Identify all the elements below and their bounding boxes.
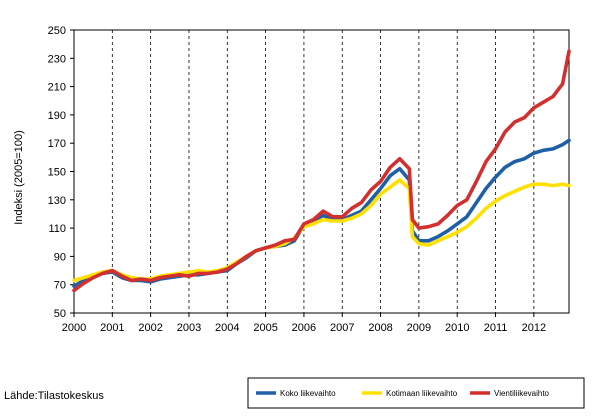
y-axis-label: Indeksi (2005=100) [13, 130, 25, 224]
x-tick-label: 2007 [330, 322, 354, 334]
legend-box [247, 377, 585, 409]
y-tick-label: 130 [48, 195, 66, 207]
x-tick-label: 2001 [100, 322, 124, 334]
x-tick-label: 2000 [62, 322, 86, 334]
y-tick-label: 170 [48, 138, 66, 150]
y-tick-label: 110 [48, 223, 66, 235]
x-tick-label: 2004 [215, 322, 239, 334]
y-tick-label: 50 [54, 308, 66, 320]
legend-label: Vientiliikevaihto [494, 389, 550, 398]
x-axis-ticks: 2000 2001 2002 2003 2004 2005 2006 2007 2008 2009… [62, 313, 546, 334]
legend-label: Kotimaan liikevaihto [386, 389, 458, 398]
y-tick-label: 230 [48, 53, 66, 65]
y-tick-label: 70 [54, 280, 66, 292]
legend-label: Koko liikevaihto [280, 389, 336, 398]
y-tick-label: 150 [48, 167, 66, 179]
x-tick-label: 2010 [445, 322, 469, 334]
grid-layer [111, 30, 535, 313]
series-line-2 [72, 178, 571, 283]
x-tick-label: 2009 [407, 322, 431, 334]
x-tick-label: 2012 [522, 322, 546, 334]
x-tick-label: 2002 [138, 322, 162, 334]
x-tick-label: 2011 [484, 322, 508, 334]
series-line-3 [72, 49, 571, 293]
x-tick-label: 2005 [253, 322, 277, 334]
x-tick-label: 2006 [292, 322, 316, 334]
y-tick-label: 250 [48, 25, 66, 37]
legend: Koko liikevaihto Kotimaan liikevaihto Vien… [247, 377, 585, 409]
y-tick-label: 210 [48, 82, 66, 94]
source-note: Lähde:Tilastokeskus [4, 390, 104, 402]
plot-area-frame [73, 29, 570, 314]
y-tick-label: 190 [48, 110, 66, 122]
series-layer [72, 49, 571, 293]
y-axis-ticks: 50 70 90 110 130 150 170 190 210 230 250 [48, 25, 74, 320]
x-tick-label: 2008 [368, 322, 392, 334]
x-tick-label: 2003 [177, 322, 201, 334]
y-tick-label: 90 [54, 251, 66, 263]
